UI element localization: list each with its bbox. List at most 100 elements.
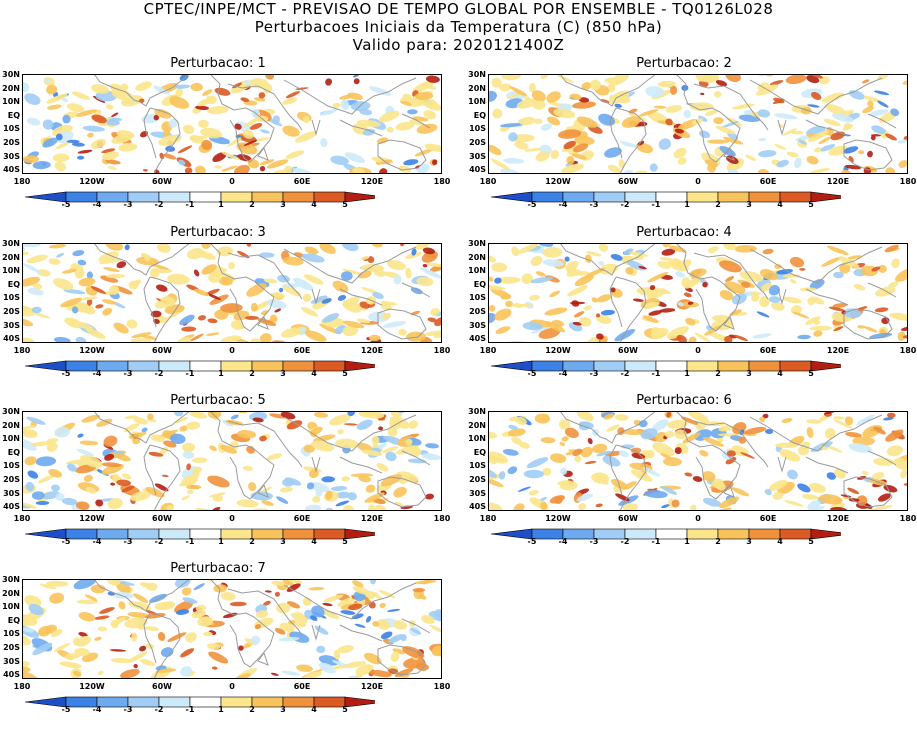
temperature-anomaly-blob bbox=[83, 474, 93, 482]
temperature-anomaly-blob bbox=[367, 256, 375, 264]
temperature-anomaly-blob bbox=[806, 427, 814, 438]
temperature-anomaly-blob bbox=[294, 131, 318, 143]
temperature-anomaly-blob bbox=[848, 443, 872, 453]
temperature-anomaly-blob bbox=[559, 419, 571, 430]
temperature-anomaly-blob bbox=[201, 139, 213, 151]
temperature-anomaly-blob bbox=[351, 613, 364, 620]
colorbar-label: 3 bbox=[746, 200, 752, 209]
longitude-label: 60E bbox=[759, 177, 777, 186]
temperature-anomaly-blob bbox=[498, 471, 506, 480]
temperature-anomaly-blob bbox=[292, 341, 315, 343]
temperature-anomaly-blob bbox=[610, 287, 616, 293]
coastline bbox=[377, 308, 427, 340]
temperature-anomaly-blob bbox=[544, 307, 568, 316]
temperature-anomaly-blob bbox=[376, 462, 389, 472]
temperature-anomaly-blob bbox=[386, 260, 407, 271]
latitude-label: 30N bbox=[468, 239, 486, 248]
temperature-anomaly-blob bbox=[524, 147, 543, 152]
temperature-anomaly-blob bbox=[259, 159, 275, 166]
longitude-label: 180 bbox=[899, 346, 917, 355]
latitude-label: 30N bbox=[468, 407, 486, 416]
temperature-anomaly-blob bbox=[325, 507, 334, 511]
temperature-map bbox=[488, 411, 908, 511]
temperature-anomaly-blob bbox=[22, 627, 35, 633]
temperature-anomaly-blob bbox=[145, 643, 155, 649]
coastline bbox=[227, 83, 303, 131]
temperature-anomaly-blob bbox=[181, 495, 191, 501]
coastline bbox=[209, 411, 275, 500]
coastline bbox=[749, 246, 883, 284]
latitude-label: 20S bbox=[469, 307, 486, 316]
temperature-anomaly-blob bbox=[97, 626, 108, 632]
colorbar-swatch bbox=[344, 191, 387, 203]
temperature-anomaly-blob bbox=[490, 158, 510, 171]
temperature-anomaly-blob bbox=[772, 98, 785, 105]
temperature-anomaly-blob bbox=[298, 623, 307, 628]
temperature-anomaly-blob bbox=[758, 168, 770, 174]
colorbar-label: -4 bbox=[92, 537, 102, 546]
temperature-anomaly-blob bbox=[411, 248, 417, 256]
colorbar-label: -5 bbox=[527, 369, 537, 378]
temperature-anomaly-blob bbox=[666, 326, 689, 340]
temperature-anomaly-blob bbox=[782, 296, 802, 304]
longitude-label: 120W bbox=[545, 346, 571, 355]
temperature-anomaly-blob bbox=[320, 609, 340, 620]
temperature-anomaly-blob bbox=[156, 668, 177, 673]
temperature-anomaly-blob bbox=[77, 433, 84, 438]
temperature-anomaly-blob bbox=[189, 411, 208, 419]
temperature-anomaly-blob bbox=[75, 501, 90, 510]
temperature-anomaly-blob bbox=[870, 134, 881, 137]
latitude-label: 20N bbox=[2, 83, 20, 93]
temperature-anomaly-blob bbox=[174, 411, 184, 417]
temperature-anomaly-blob bbox=[344, 152, 366, 164]
temperature-anomaly-blob bbox=[857, 325, 866, 329]
temperature-anomaly-blob bbox=[752, 333, 772, 339]
temperature-anomaly-blob bbox=[408, 420, 419, 429]
temperature-anomaly-blob bbox=[559, 480, 578, 491]
temperature-anomaly-blob bbox=[353, 78, 360, 85]
longitude-label: 180 bbox=[479, 177, 497, 186]
temperature-anomaly-blob bbox=[27, 288, 44, 296]
colorbar: -5 -4 -3 -2 -1 1 2 3 4 5 bbox=[490, 525, 853, 546]
colorbar-label: -4 bbox=[92, 705, 102, 714]
temperature-anomaly-blob bbox=[652, 442, 675, 457]
temperature-anomaly-blob bbox=[592, 443, 608, 454]
temperature-anomaly-blob bbox=[884, 244, 899, 253]
temperature-anomaly-blob bbox=[85, 486, 97, 494]
temperature-anomaly-blob bbox=[130, 491, 151, 502]
temperature-anomaly-blob bbox=[124, 244, 130, 251]
temperature-anomaly-blob bbox=[546, 91, 561, 103]
temperature-anomaly-blob bbox=[402, 646, 425, 659]
temperature-anomaly-blob bbox=[184, 167, 193, 174]
temperature-anomaly-blob bbox=[557, 129, 582, 139]
temperature-anomaly-blob bbox=[387, 608, 401, 612]
colorbar-swatch bbox=[344, 528, 387, 540]
temperature-anomaly-blob bbox=[680, 416, 700, 426]
temperature-anomaly-blob bbox=[102, 307, 113, 316]
panel-title: Perturbacao: 1 bbox=[170, 56, 266, 71]
temperature-anomaly-blob bbox=[105, 159, 121, 165]
temperature-anomaly-blob bbox=[724, 335, 733, 343]
coastline bbox=[805, 119, 849, 137]
temperature-anomaly-blob bbox=[759, 296, 770, 308]
temperature-anomaly-blob bbox=[521, 273, 533, 285]
temperature-anomaly-blob bbox=[250, 302, 259, 312]
temperature-anomaly-blob bbox=[259, 435, 267, 442]
temperature-anomaly-blob bbox=[814, 147, 822, 153]
temperature-anomaly-blob bbox=[212, 506, 221, 511]
temperature-anomaly-blob bbox=[229, 601, 247, 607]
temperature-anomaly-blob bbox=[361, 449, 383, 457]
temperature-anomaly-blob bbox=[403, 657, 426, 669]
temperature-anomaly-blob bbox=[542, 467, 552, 476]
latitude-label: 20N bbox=[2, 420, 20, 430]
temperature-anomaly-blob bbox=[385, 451, 397, 462]
temperature-anomaly-blob bbox=[235, 411, 248, 414]
temperature-anomaly-blob bbox=[59, 661, 82, 669]
temperature-anomaly-blob bbox=[284, 477, 302, 486]
coastline bbox=[749, 77, 883, 115]
temperature-anomaly-blob bbox=[245, 315, 259, 320]
temperature-anomaly-blob bbox=[81, 414, 101, 423]
longitude-label: 0 bbox=[229, 682, 235, 691]
temperature-anomaly-blob bbox=[180, 648, 195, 658]
temperature-anomaly-blob bbox=[516, 243, 538, 254]
